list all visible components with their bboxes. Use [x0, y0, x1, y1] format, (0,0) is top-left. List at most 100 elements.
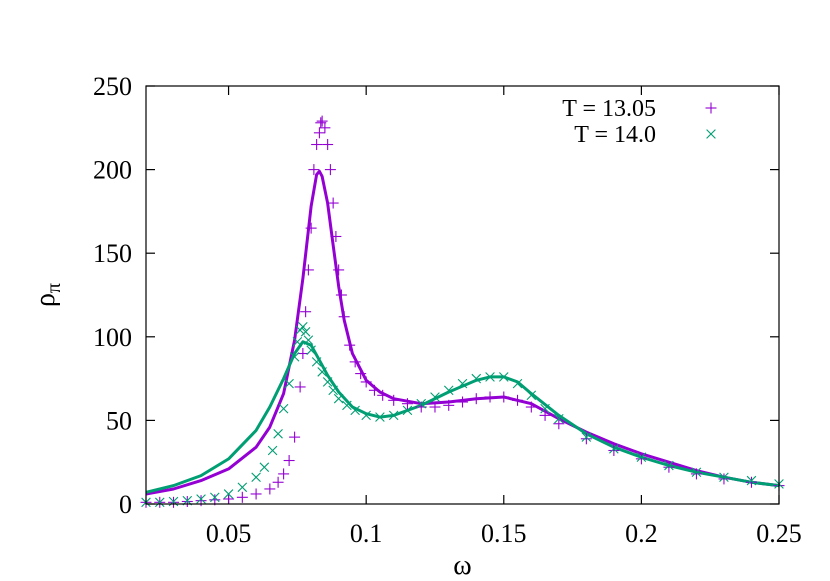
data-point: [457, 396, 468, 408]
data-point: [498, 372, 509, 382]
data-point: [470, 393, 482, 405]
plot-frame: [145, 85, 780, 505]
data-point: [430, 392, 440, 402]
data-point: [375, 412, 385, 422]
data-point: [273, 428, 283, 439]
y-axis-label: ρπ: [30, 283, 65, 307]
data-point: [401, 398, 413, 410]
data-point: [196, 494, 206, 504]
data-point: [250, 488, 262, 500]
data-point: [360, 376, 372, 388]
data-point: [636, 452, 647, 462]
data-point: [317, 367, 327, 377]
data-point: [294, 381, 306, 393]
data-point: [512, 378, 523, 389]
data-point: [429, 401, 441, 413]
data-point: [663, 461, 675, 473]
data-point: [368, 384, 380, 396]
x-tick-label: 0.1: [350, 519, 383, 548]
x-tick-label: 0.25: [756, 519, 802, 548]
data-point: [471, 373, 482, 384]
data-point: [289, 352, 300, 362]
y-axis-ticks: 0 50 100 150 200 250: [93, 72, 779, 519]
legend-label: T = 13.05: [562, 96, 656, 122]
data-point: [319, 122, 331, 134]
data-point: [311, 357, 322, 367]
data-point: [306, 345, 316, 355]
data-point: [342, 400, 352, 411]
data-point: [664, 460, 674, 471]
y-tick-label: 250: [93, 72, 132, 101]
data-point: [691, 467, 702, 478]
data-point: [278, 403, 289, 414]
data-point: [540, 403, 550, 414]
data-point: [402, 405, 413, 416]
legend-label: T = 14.0: [574, 122, 656, 148]
data-point: [324, 164, 336, 176]
data-point: [308, 164, 320, 176]
legend-marker: [705, 102, 717, 114]
data-point: [300, 306, 312, 318]
data-point: [223, 489, 234, 499]
data-point: [327, 197, 339, 209]
data-point: [292, 337, 303, 347]
y-tick-label: 50: [106, 406, 132, 435]
data-point: [719, 472, 729, 483]
data-point: [267, 445, 278, 456]
data-point: [377, 389, 389, 401]
data-point: [297, 348, 309, 360]
data-point: [553, 418, 565, 430]
data-point: [580, 433, 592, 445]
data-point: [635, 453, 647, 465]
data-point: [349, 356, 361, 368]
data-point: [525, 401, 537, 413]
data-point: [210, 492, 220, 503]
data-point: [283, 455, 295, 467]
data-point: [581, 432, 592, 442]
data-point: [272, 476, 284, 488]
data-point: [335, 289, 347, 301]
data-point: [284, 378, 294, 389]
data-point: [745, 476, 757, 488]
data-point: [322, 377, 333, 387]
data-point: [609, 444, 619, 454]
legend: T = 13.05T = 14.0: [562, 96, 717, 148]
data-point: [302, 264, 314, 276]
fit-curves: [145, 169, 780, 496]
data-point: [278, 468, 290, 480]
data-point: [223, 493, 235, 505]
fit-curve: [145, 340, 780, 494]
data-point: [344, 339, 356, 351]
data-point: [316, 115, 328, 127]
data-point: [259, 462, 270, 473]
data-point: [388, 410, 399, 421]
data-point: [264, 483, 276, 495]
x-tick-label: 0.15: [481, 519, 527, 548]
data-point: [311, 139, 323, 151]
data-point: [512, 394, 524, 406]
x-tick-label: 0.05: [206, 519, 252, 548]
data-point: [251, 472, 261, 483]
data-point: [539, 409, 551, 421]
data-point: [361, 410, 371, 421]
data-point: [300, 326, 311, 337]
data-point: [388, 394, 400, 406]
data-point: [328, 385, 338, 396]
data-point: [322, 139, 334, 151]
data-points: [140, 115, 785, 508]
data-point: [457, 378, 468, 389]
x-axis-ticks: 0.05 0.1 0.15 0.2 0.25: [206, 86, 802, 548]
data-point: [416, 398, 427, 409]
y-tick-label: 200: [93, 156, 132, 185]
data-point: [181, 495, 193, 507]
data-point: [298, 321, 308, 332]
data-point: [313, 127, 325, 139]
data-point: [718, 473, 730, 485]
data-point: [333, 393, 344, 404]
data-point: [355, 368, 367, 380]
data-point: [498, 391, 510, 403]
x-tick-label: 0.2: [625, 519, 658, 548]
data-point: [485, 372, 495, 382]
y-axis-label-subscript: π: [43, 283, 65, 293]
